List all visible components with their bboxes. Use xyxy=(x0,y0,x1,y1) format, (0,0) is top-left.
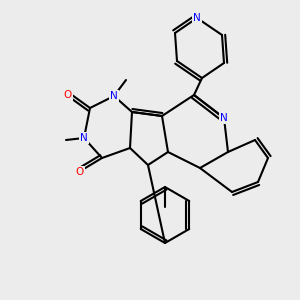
Text: O: O xyxy=(64,90,72,100)
Text: N: N xyxy=(220,113,228,123)
Text: O: O xyxy=(76,167,84,177)
Text: N: N xyxy=(110,91,118,101)
Text: N: N xyxy=(193,13,201,23)
Text: N: N xyxy=(80,133,88,143)
